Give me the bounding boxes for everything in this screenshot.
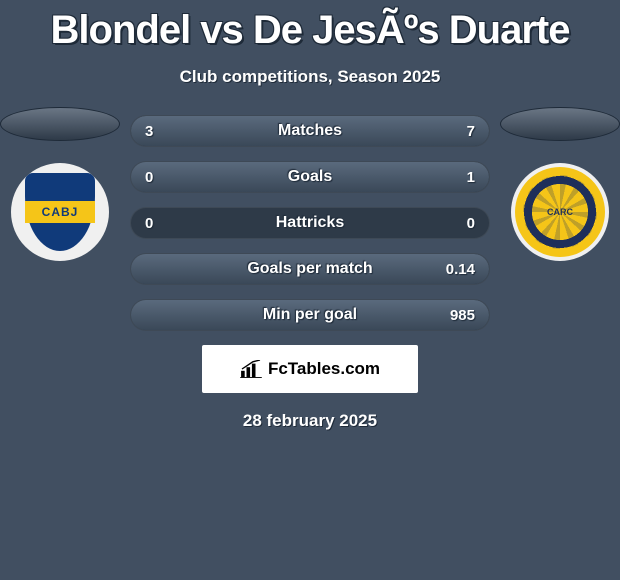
stat-value-right: 1 — [467, 162, 475, 192]
stat-value-right: 985 — [450, 300, 475, 330]
stat-value-right: 7 — [467, 116, 475, 146]
stat-row: Min per goal985 — [130, 299, 490, 331]
left-avatar-placeholder — [0, 107, 120, 141]
left-player-side: CABJ — [0, 107, 120, 261]
stat-label: Hattricks — [131, 208, 489, 238]
stat-value-right: 0.14 — [446, 254, 475, 284]
date-label: 28 february 2025 — [0, 411, 620, 431]
shield-icon: CABJ — [25, 173, 95, 251]
stat-row: Goals per match0.14 — [130, 253, 490, 285]
stat-label: Matches — [131, 116, 489, 146]
right-team-crest: CARC — [511, 163, 609, 261]
left-team-crest: CABJ — [11, 163, 109, 261]
stat-label: Goals per match — [131, 254, 489, 284]
stat-row: Hattricks0 0 — [130, 207, 490, 239]
ring-icon: CARC — [515, 167, 605, 257]
right-player-side: CARC — [500, 107, 620, 261]
stat-value-right: 0 — [467, 208, 475, 238]
stat-label: Goals — [131, 162, 489, 192]
right-avatar-placeholder — [500, 107, 620, 141]
logo-text: FcTables.com — [268, 359, 380, 379]
stats-list: Matches37Goals01Hattricks00Goals per mat… — [130, 115, 490, 331]
stat-label: Min per goal — [131, 300, 489, 330]
comparison-panel: CABJ CARC Matches37Goals01Hattricks00Goa… — [0, 115, 620, 431]
page-title: Blondel vs De JesÃºs Duarte — [0, 0, 620, 53]
stat-value-left: 0 — [145, 208, 153, 238]
stat-row: Matches3 7 — [130, 115, 490, 147]
chart-icon — [240, 360, 262, 378]
stat-value-left: 0 — [145, 162, 153, 192]
subtitle: Club competitions, Season 2025 — [0, 67, 620, 87]
stat-row: Goals0 1 — [130, 161, 490, 193]
left-team-code: CABJ — [42, 205, 79, 219]
fctables-logo: FcTables.com — [202, 345, 418, 393]
stat-value-left: 3 — [145, 116, 153, 146]
